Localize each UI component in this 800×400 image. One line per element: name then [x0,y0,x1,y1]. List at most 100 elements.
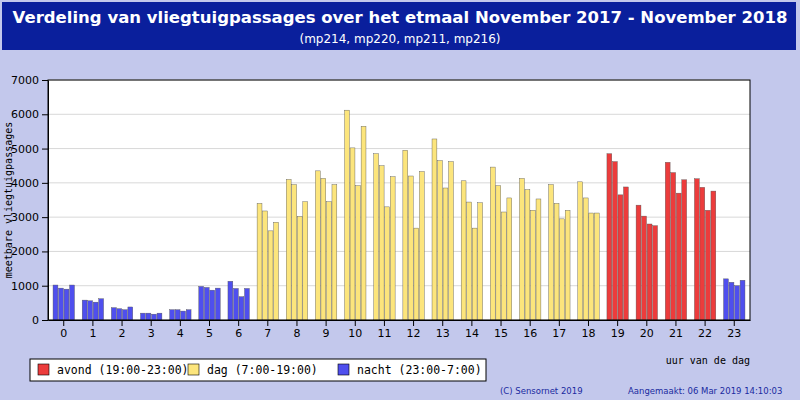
bar [618,195,623,320]
bar [438,161,443,320]
x-tick: 12 [407,320,421,340]
bar [642,216,647,320]
y-tick-label: 2000 [11,245,39,258]
plot-area [48,80,750,320]
x-tick: 7 [264,320,271,340]
bar [82,300,87,320]
x-tick-mark [675,320,676,326]
bar [478,203,483,320]
bar [385,207,390,320]
x-tick: 16 [523,320,537,340]
bar [321,178,326,320]
x-tick-mark [413,320,414,326]
background [0,0,800,400]
grid-line [48,148,750,149]
x-tick: 18 [581,320,595,340]
bar [233,288,238,320]
bar [607,154,612,320]
bar [181,311,186,320]
bar [157,313,162,320]
bar [594,213,599,320]
x-tick: 6 [235,320,242,340]
legend: avond (19:00-23:00)dag (7:00-19:00)nacht… [30,359,486,381]
y-tick-label: 3000 [11,211,39,224]
x-tick-label: 7 [264,327,271,340]
bar [140,313,145,320]
x-tick: 19 [611,320,625,340]
bar [636,205,641,320]
bar [443,188,448,320]
bar [239,297,244,320]
bar [560,219,565,320]
x-tick-mark [267,320,268,326]
x-tick-mark [501,320,502,326]
y-tick-mark [42,114,48,115]
bar [379,166,384,320]
legend-box [30,359,486,381]
y-tick: 5000 [11,143,48,156]
bar [461,181,466,320]
bar [332,185,337,320]
x-tick-mark [180,320,181,326]
bar [315,171,320,320]
x-tick-mark [559,320,560,326]
bar [694,179,699,320]
bar [186,310,191,320]
y-tick-mark [42,217,48,218]
x-tick-label: 11 [377,327,391,340]
y-tick-mark [42,320,48,321]
y-tick-mark [42,183,48,184]
x-tick: 11 [377,320,391,340]
x-tick-label: 13 [436,327,450,340]
bar [88,301,93,320]
x-tick-label: 18 [581,327,595,340]
x-tick-label: 4 [177,327,184,340]
x-axis: 01234567891011121314151617181920212223 [49,320,751,340]
bar [390,177,395,320]
footnote: (C) Sensornet 2019 [500,386,583,396]
bar [292,185,297,320]
x-tick-label: 3 [148,327,155,340]
bar [612,162,617,320]
bars [53,110,745,320]
bar [228,281,233,320]
x-tick-label: 1 [89,327,96,340]
bar [274,222,279,320]
bar [175,310,180,320]
y-tick-label: 6000 [11,108,39,121]
x-axis-line [49,320,751,321]
x-tick: 17 [552,320,566,340]
x-tick-label: 21 [669,327,683,340]
x-tick-label: 22 [698,327,712,340]
bar [735,286,740,320]
legend-swatch [188,364,199,375]
bar [449,162,454,320]
x-tick-mark [617,320,618,326]
x-tick-mark [151,320,152,326]
x-tick: 22 [698,320,712,340]
x-tick-label: 5 [206,327,213,340]
y-tick-label: 4000 [11,177,39,190]
bar [146,313,151,320]
y-tick: 7000 [11,74,48,87]
x-tick-mark [355,320,356,326]
bar [583,198,588,320]
bar [286,179,291,320]
bar [170,310,175,320]
grid [48,80,750,320]
y-tick-label: 7000 [11,74,39,87]
x-tick: 23 [727,320,741,340]
bar [128,307,133,320]
bar [53,285,58,320]
x-tick-label: 0 [60,327,67,340]
x-tick-mark [530,320,531,326]
x-tick-mark [384,320,385,326]
bar [700,187,705,320]
bar [204,287,209,320]
bar [554,203,559,320]
bar [665,162,670,320]
bar [549,185,554,320]
x-tick-mark [646,320,647,326]
x-tick-mark [122,320,123,326]
x-tick-mark [92,320,93,326]
